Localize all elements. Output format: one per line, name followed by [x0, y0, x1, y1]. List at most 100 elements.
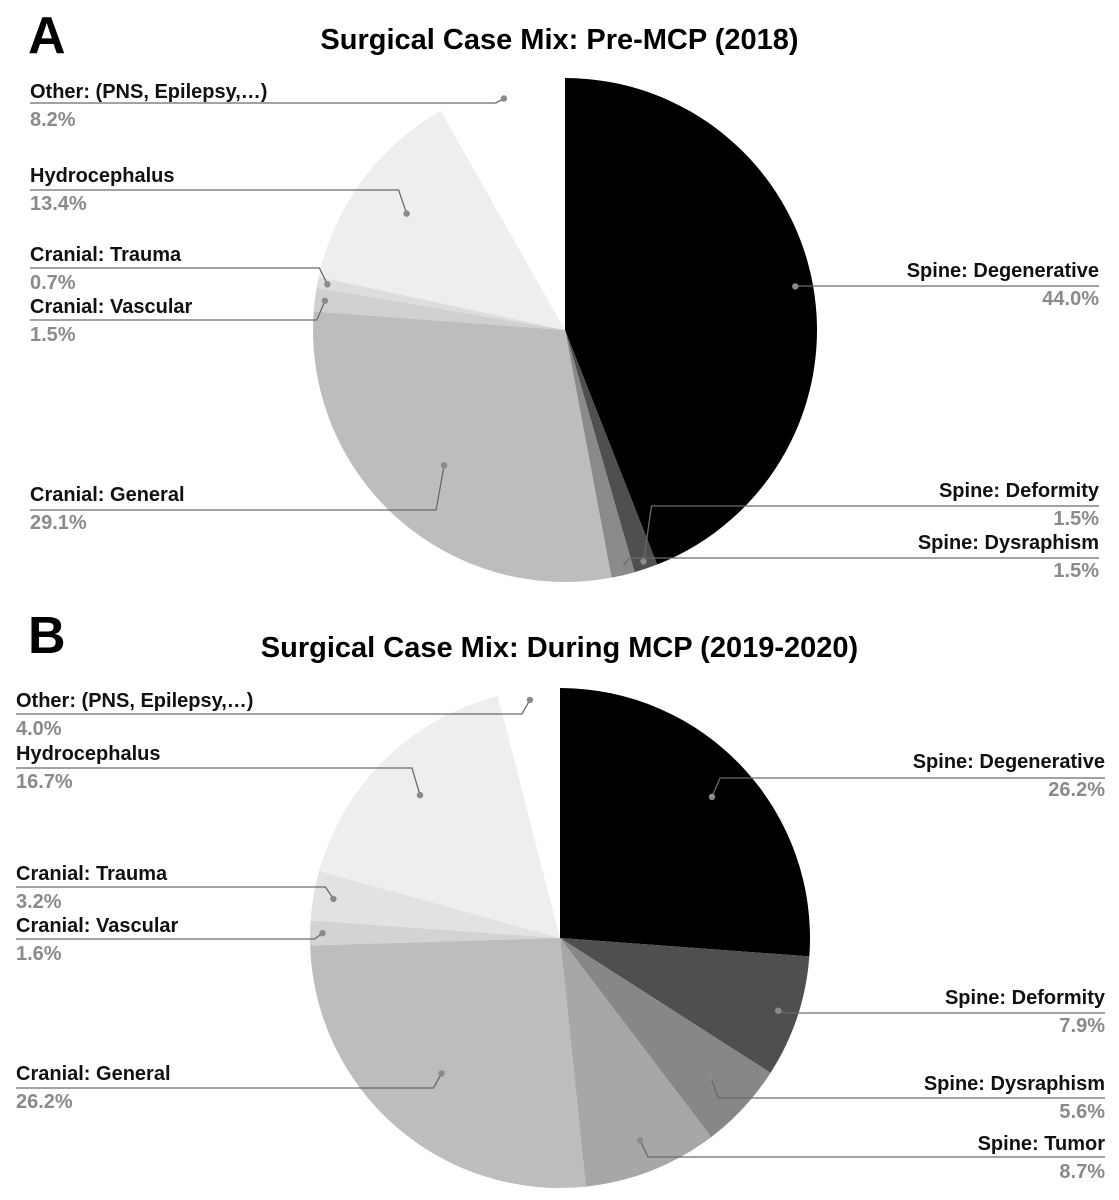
panel-b: B Surgical Case Mix: During MCP (2019-20…	[0, 600, 1119, 1200]
pie-slice-cranial-trauma	[316, 276, 565, 330]
slice-name: Cranial: General	[30, 484, 185, 506]
slice-label-cranial-general: Cranial: General 26.2%	[16, 1063, 445, 1113]
chart-title: Surgical Case Mix: During MCP (2019-2020…	[260, 632, 859, 664]
leader-line	[30, 465, 445, 511]
slice-name: Spine: Dysraphism	[918, 532, 1099, 554]
pie-slice-hydrocephalus	[319, 695, 560, 938]
slice-percent: 16.7%	[16, 771, 73, 793]
pie-slice-cranial-general	[310, 938, 586, 1189]
leader-line	[30, 189, 408, 214]
leader-dot	[438, 1070, 445, 1077]
slice-name: Hydrocephalus	[30, 165, 174, 187]
slice-percent: 1.5%	[1053, 560, 1099, 582]
slice-name: Cranial: General	[16, 1063, 171, 1085]
slice-name: Spine: Degenerative	[907, 260, 1099, 282]
pie-slice-spine-deformity	[560, 938, 810, 1073]
pie-slice-cranial-vascular	[309, 920, 560, 946]
leader-dot	[708, 793, 716, 800]
slice-label-other-pns-epilepsy: Other: (PNS, Epilepsy,…) 8.2%	[30, 81, 508, 131]
leader-dot	[416, 791, 424, 799]
panel-letter: A	[28, 7, 66, 65]
slice-label-other-pns-epilepsy: Other: (PNS, Epilepsy,…) 4.0%	[16, 690, 534, 740]
leader-line	[778, 1010, 1105, 1014]
slice-percent: 3.2%	[16, 891, 62, 913]
leader-line	[711, 777, 1105, 798]
pie-slice-spine-tumor	[560, 938, 712, 1187]
leader-line	[642, 505, 1099, 562]
slice-label-spine-degenerative: Spine: Degenerative 44.0%	[792, 260, 1099, 310]
leader-line	[620, 557, 1099, 569]
leader-dot	[640, 558, 647, 565]
slice-percent: 29.1%	[30, 512, 87, 534]
slice-name: Spine: Degenerative	[913, 751, 1105, 773]
slice-label-hydrocephalus: Hydrocephalus 16.7%	[16, 743, 424, 799]
slice-percent: 13.4%	[30, 193, 87, 215]
slice-label-spine-deformity: Spine: Deformity 1.5%	[640, 480, 1100, 565]
leader-dot	[792, 283, 799, 290]
slice-name: Spine: Dysraphism	[924, 1073, 1105, 1095]
slice-name: Cranial: Trauma	[16, 863, 168, 885]
slice-percent: 1.5%	[1053, 508, 1099, 530]
leader-line	[16, 1073, 443, 1089]
panel-a: A Surgical Case Mix: Pre-MCP (2018) Spin…	[28, 7, 1100, 582]
pie-slice-spine-dysraphism	[565, 330, 635, 578]
slice-percent: 5.6%	[1059, 1101, 1105, 1123]
pie-slice-spine-degenerative	[565, 78, 818, 565]
slice-label-cranial-vascular: Cranial: Vascular 1.6%	[16, 915, 326, 965]
slice-label-cranial-trauma: Cranial: Trauma 3.2%	[16, 863, 337, 913]
slice-percent: 4.0%	[16, 718, 62, 740]
pie-slice-other-pns-epilepsy	[440, 78, 565, 330]
slice-percent: 8.7%	[1059, 1161, 1105, 1183]
slice-label-spine-deformity: Spine: Deformity 7.9%	[775, 987, 1106, 1037]
leader-dot	[636, 1137, 644, 1144]
leader-dot	[321, 297, 329, 304]
leader-dot	[526, 696, 534, 704]
leader-dot	[440, 462, 448, 469]
chart-title: Surgical Case Mix: Pre-MCP (2018)	[320, 24, 799, 56]
slice-name: Hydrocephalus	[16, 743, 160, 765]
slice-percent: 44.0%	[1042, 288, 1099, 310]
leader-dot	[403, 210, 410, 217]
leader-line	[16, 932, 323, 940]
pie-slice-spine-deformity	[565, 330, 658, 573]
leader-dot	[775, 1007, 782, 1014]
slice-percent: 8.2%	[30, 109, 76, 131]
leader-line	[16, 767, 421, 796]
pie-slices	[313, 78, 818, 582]
pie-slice-hydrocephalus	[318, 110, 565, 330]
slice-label-cranial-trauma: Cranial: Trauma 0.7%	[30, 244, 331, 294]
leader-line	[30, 267, 328, 285]
slice-label-spine-degenerative: Spine: Degenerative 26.2%	[708, 751, 1105, 801]
slice-label-cranial-general: Cranial: General 29.1%	[30, 462, 448, 534]
slice-percent: 0.7%	[30, 272, 76, 294]
slice-label-hydrocephalus: Hydrocephalus 13.4%	[30, 165, 410, 217]
slice-name: Spine: Deformity	[939, 480, 1100, 502]
pie-slice-spine-degenerative	[560, 688, 810, 957]
leader-dot	[330, 895, 337, 903]
leader-dot	[618, 564, 625, 572]
slice-percent: 1.6%	[16, 943, 62, 965]
slice-name: Other: (PNS, Epilepsy,…)	[16, 690, 253, 712]
leader-dot	[319, 930, 326, 937]
slice-name: Spine: Deformity	[945, 987, 1106, 1009]
pie-chart: Spine: Degenerative 26.2% Spine: Deformity…	[16, 688, 1106, 1189]
slice-percent: 26.2%	[1048, 779, 1105, 801]
slice-name: Cranial: Vascular	[30, 296, 193, 318]
slice-label-cranial-vascular: Cranial: Vascular 1.5%	[30, 296, 329, 346]
leader-dot	[324, 281, 331, 288]
leader-line	[16, 699, 531, 715]
pie-slice-cranial-general	[313, 311, 612, 582]
slice-labels: Spine: Degenerative 44.0% Spine: Deformity…	[30, 81, 1100, 582]
leader-dot	[707, 1073, 714, 1081]
slice-percent: 1.5%	[30, 324, 76, 346]
leader-line	[16, 886, 334, 900]
leader-line	[639, 1140, 1105, 1158]
slice-percent: 7.9%	[1059, 1015, 1105, 1037]
slice-percent: 26.2%	[16, 1091, 73, 1113]
pie-slices	[309, 688, 810, 1189]
slice-label-spine-tumor: Spine: Tumor 8.7%	[636, 1133, 1105, 1183]
pie-chart: Spine: Degenerative 44.0% Spine: Deformity…	[30, 78, 1100, 582]
slice-name: Cranial: Trauma	[30, 244, 182, 266]
slice-labels: Spine: Degenerative 26.2% Spine: Deformity…	[16, 690, 1106, 1183]
leader-dot	[500, 95, 508, 102]
